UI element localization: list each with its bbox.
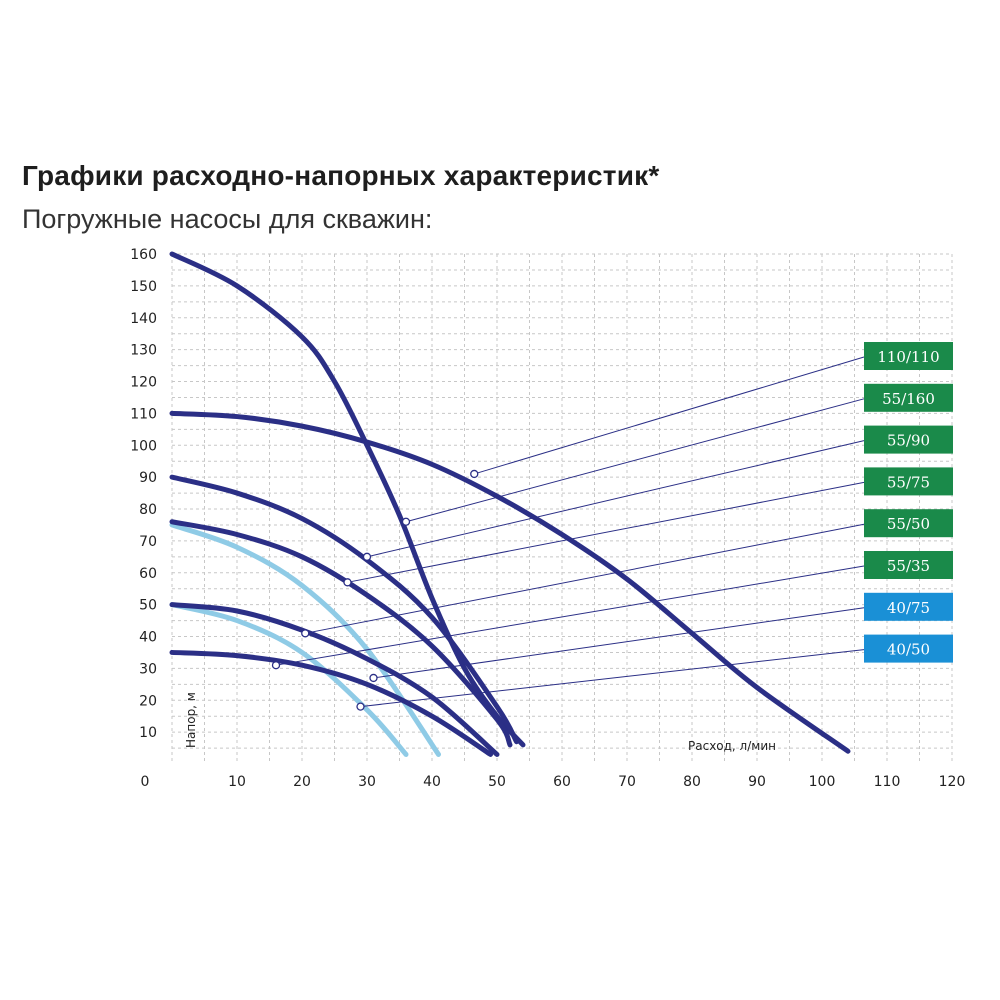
operating-point-marker [271, 661, 281, 670]
curves [169, 251, 851, 757]
y-tick-label: 100 [130, 438, 157, 454]
y-tick-label: 80 [139, 502, 157, 518]
legend-badge-label: 55/75 [887, 473, 930, 491]
legend-badge [864, 425, 953, 454]
leader-line [373, 607, 865, 679]
curve-40-50 [169, 602, 409, 757]
x-tick-label: 100 [809, 774, 836, 790]
x-tick-label: 50 [488, 774, 506, 790]
x-tick-label: 90 [748, 774, 766, 790]
y-tick-label: 90 [139, 470, 157, 486]
x-tick-label: 80 [683, 774, 701, 790]
legend-badge-label: 55/35 [887, 557, 930, 575]
legend-badge [864, 551, 953, 579]
operating-point-marker [301, 629, 310, 638]
y-tick-label: 120 [130, 375, 157, 391]
y-tick-label: 140 [130, 311, 157, 327]
curve-40-75 [169, 522, 441, 757]
legend-badge-label: 40/50 [887, 641, 930, 659]
legend-badge-label: 55/90 [887, 432, 930, 450]
curve-55-50 [169, 602, 500, 757]
markers [271, 469, 479, 711]
x-tick-label: 30 [358, 774, 376, 790]
legend-badge-label: 110/110 [877, 348, 939, 366]
x-tick-label: 60 [553, 774, 571, 790]
leader-line [347, 481, 865, 583]
leader-line [360, 649, 865, 708]
curve-55-35 [169, 649, 493, 757]
grid [171, 253, 953, 764]
legend-badge [864, 592, 953, 621]
y-tick-label: 40 [139, 630, 157, 646]
legend-badge [864, 342, 953, 370]
y-tick-label: 50 [139, 598, 157, 614]
y-tick-label: 160 [130, 247, 157, 263]
operating-point-marker [362, 552, 372, 561]
leader-line [474, 356, 865, 475]
curve-55-160 [169, 251, 526, 748]
leader-line [405, 398, 865, 523]
legend-badge [864, 383, 953, 412]
x-axis-label: Расход, л/мин [688, 739, 776, 753]
y-tick-label: 30 [139, 661, 157, 677]
y-axis-label: Напор, м [184, 692, 198, 748]
x-tick-label: 110 [874, 774, 901, 790]
y-tick-label: 110 [130, 406, 157, 422]
x-tick-label: 10 [228, 774, 246, 790]
x-tick-label: 70 [618, 774, 636, 790]
legend-badge [864, 634, 953, 663]
axis-ticks: 0 10 20 30 40 50 60 70 80 90 100 110 120 10 20 30 40 50 60… [130, 247, 965, 790]
y-tick-label: 70 [139, 534, 157, 550]
legend-badge [864, 509, 953, 538]
x-tick-label: 120 [939, 774, 966, 790]
y-tick-label: 20 [139, 693, 157, 709]
curve-110-110 [169, 410, 851, 754]
y-tick-label: 150 [130, 279, 157, 295]
legend-badges: 110/110 55/160 55/90 55/75 55/50 55/35 40/75 40… [864, 342, 953, 663]
leader-line [305, 523, 865, 634]
leader-line [275, 565, 865, 666]
legend-badge [864, 467, 953, 496]
operating-point-marker [343, 578, 352, 587]
x-tick-label: 20 [293, 774, 311, 790]
x-tick-label: 40 [423, 774, 441, 790]
leader-lines [275, 356, 865, 708]
operating-point-marker [401, 517, 411, 526]
y-tick-label: 60 [139, 566, 157, 582]
legend-badge-label: 55/160 [882, 390, 935, 408]
x-tick-label: 0 [141, 774, 150, 790]
legend-badge-label: 40/75 [887, 599, 930, 617]
operating-point-marker [470, 469, 479, 479]
chart-title: Графики расходно-напорных характеристик* [22, 160, 660, 191]
operating-point-marker [356, 702, 365, 711]
curve-55-75 [169, 519, 513, 748]
chart-subtitle: Погружные насосы для скважин: [22, 204, 433, 234]
operating-point-marker [369, 673, 378, 683]
y-tick-label: 130 [130, 343, 157, 359]
y-tick-label: 10 [139, 725, 157, 741]
leader-line [366, 440, 865, 558]
legend-badge-label: 55/50 [887, 515, 930, 533]
